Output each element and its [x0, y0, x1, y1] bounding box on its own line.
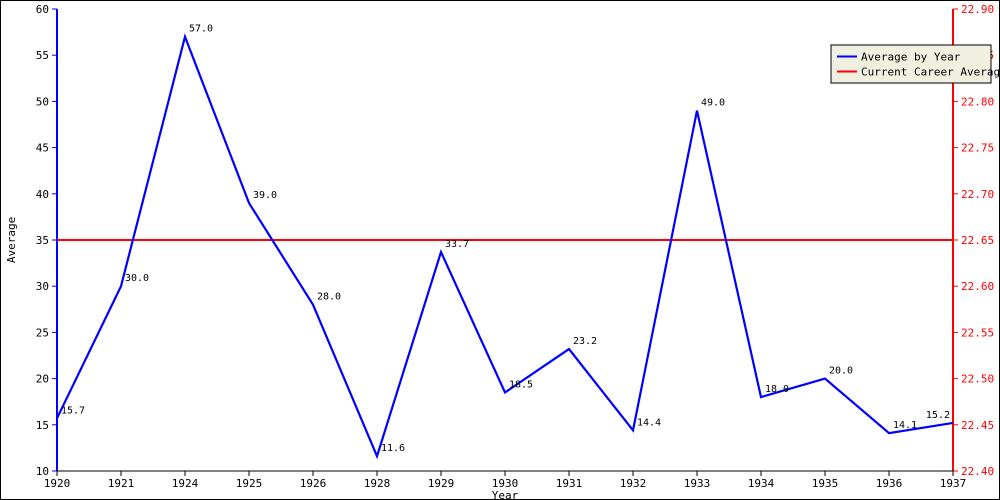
left-y-tick-label: 35: [36, 234, 49, 247]
data-label: 18.0: [765, 384, 789, 395]
data-label: 20.0: [829, 366, 853, 377]
data-label: 15.7: [61, 405, 85, 416]
x-tick-label: 1934: [748, 477, 775, 490]
x-tick-label: 1937: [940, 477, 967, 490]
left-axis-title: Average: [5, 217, 18, 263]
left-y-tick-label: 45: [36, 142, 49, 155]
x-tick-label: 1925: [236, 477, 263, 490]
x-tick-label: 1926: [300, 477, 327, 490]
data-label: 14.1: [893, 420, 917, 431]
legend-label: Current Career Average: [861, 66, 999, 79]
x-tick-label: 1921: [108, 477, 135, 490]
data-label: 33.7: [445, 239, 469, 250]
line-chart: 101520253035404550556022.4022.4522.5022.…: [1, 1, 999, 499]
left-y-tick-label: 20: [36, 373, 49, 386]
data-label: 57.0: [189, 24, 213, 35]
left-y-tick-label: 30: [36, 280, 49, 293]
x-tick-label: 1931: [556, 477, 583, 490]
left-y-tick-label: 50: [36, 95, 49, 108]
x-tick-label: 1924: [172, 477, 199, 490]
right-y-tick-label: 22.80: [961, 95, 994, 108]
legend-label: Average by Year: [861, 51, 961, 64]
right-y-tick-label: 22.90: [961, 3, 994, 16]
data-label: 15.2: [926, 410, 950, 421]
chart-container: 101520253035404550556022.4022.4522.5022.…: [0, 0, 1000, 500]
right-y-tick-label: 22.60: [961, 280, 994, 293]
data-label: 23.2: [573, 336, 597, 347]
right-y-tick-label: 22.70: [961, 188, 994, 201]
x-tick-label: 1933: [684, 477, 711, 490]
x-axis-title: Year: [492, 489, 519, 499]
left-y-tick-label: 55: [36, 49, 49, 62]
x-tick-label: 1920: [44, 477, 71, 490]
avg-by-year-line: [57, 37, 953, 456]
left-y-tick-label: 40: [36, 188, 49, 201]
x-tick-label: 1929: [428, 477, 455, 490]
left-y-tick-label: 15: [36, 419, 49, 432]
x-tick-label: 1932: [620, 477, 647, 490]
x-tick-label: 1935: [812, 477, 839, 490]
right-y-tick-label: 22.75: [961, 142, 994, 155]
data-label: 11.6: [381, 443, 405, 454]
data-label: 49.0: [701, 98, 725, 109]
left-y-tick-label: 60: [36, 3, 49, 16]
right-y-tick-label: 22.55: [961, 326, 994, 339]
left-y-tick-label: 25: [36, 326, 49, 339]
x-tick-label: 1928: [364, 477, 391, 490]
x-tick-label: 1936: [876, 477, 903, 490]
data-label: 28.0: [317, 292, 341, 303]
right-y-tick-label: 22.45: [961, 419, 994, 432]
data-label: 18.5: [509, 379, 533, 390]
right-y-tick-label: 22.50: [961, 373, 994, 386]
data-label: 39.0: [253, 190, 277, 201]
data-label: 14.4: [637, 417, 661, 428]
right-y-tick-label: 22.65: [961, 234, 994, 247]
data-label: 30.0: [125, 273, 149, 284]
